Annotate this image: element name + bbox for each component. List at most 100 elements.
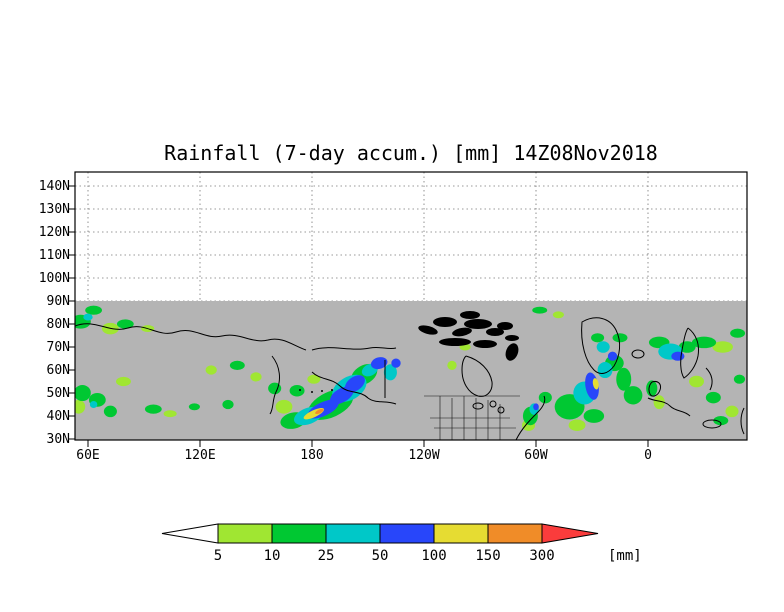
rain-patch-level-10 xyxy=(116,319,134,329)
rain-patch-level-10 xyxy=(532,306,548,314)
rain-patch-level-10 xyxy=(144,404,162,414)
rain-patch-level-25 xyxy=(83,313,93,321)
rain-patch-level-10 xyxy=(591,333,605,343)
rain-patch-level-25 xyxy=(597,361,613,379)
y-tick-label: 50N xyxy=(47,386,70,401)
rain-patch-level-10 xyxy=(85,305,102,315)
rain-patch-level-10 xyxy=(75,384,91,402)
y-tick-label: 70N xyxy=(47,340,70,355)
baffin-island xyxy=(505,343,519,361)
x-tick-label: 0 xyxy=(644,448,652,463)
map-land-ocean-background xyxy=(75,301,747,440)
coastline-alaska-south xyxy=(311,371,397,405)
gridlines-horizontal xyxy=(75,185,747,302)
rain-patch-level-10 xyxy=(268,382,282,395)
colorbar-segment xyxy=(433,523,489,544)
colorbar-level-label: 5 xyxy=(214,548,222,564)
coastline-caspian-edge xyxy=(740,407,745,435)
rain-patch-level-50 xyxy=(533,403,539,411)
aleutian-island-dot xyxy=(331,389,333,391)
rain-patch-level-10 xyxy=(691,336,717,349)
y-tick-marks xyxy=(68,185,75,440)
x-tick-label: 60W xyxy=(524,448,548,463)
rain-patch-level-5 xyxy=(653,395,665,410)
rain-patch-level-150 xyxy=(315,408,324,414)
rain-patch-level-10 xyxy=(188,403,200,411)
chart-title: Rainfall (7-day accum.) [mm] 14Z08Nov201… xyxy=(164,141,658,165)
coastline-alaska-north xyxy=(311,346,397,351)
rain-patch-level-5 xyxy=(307,374,321,384)
arctic-archipelago-island xyxy=(486,328,504,336)
borders-us-states xyxy=(430,396,516,440)
rain-patch-level-5 xyxy=(163,410,177,418)
y-tick-label: 40N xyxy=(47,409,70,424)
y-tick-label: 130N xyxy=(39,202,70,217)
rain-patch-level-5 xyxy=(275,399,293,414)
rain-patch-level-10 xyxy=(616,367,632,391)
y-tick-label: 110N xyxy=(39,248,70,263)
colorbar-segment xyxy=(325,523,381,544)
x-tick-label: 120E xyxy=(184,448,215,463)
colorbar-segment xyxy=(487,523,543,544)
rain-patch-level-50 xyxy=(607,351,618,361)
coastline-iceland xyxy=(631,349,645,359)
aleutian-island-dot xyxy=(299,389,301,391)
rain-patch-level-10 xyxy=(103,405,117,418)
colorbar-level-label: 300 xyxy=(529,548,554,564)
y-tick-label: 80N xyxy=(47,317,70,332)
y-tick-label: 140N xyxy=(39,179,70,194)
plot-border xyxy=(74,171,748,441)
rain-patch-level-25 xyxy=(383,364,397,381)
x-tick-label: 60E xyxy=(76,448,99,463)
coastline-arctic-russia xyxy=(75,323,307,351)
arctic-archipelago-island xyxy=(418,325,438,335)
rain-patch-level-5 xyxy=(250,372,262,382)
rain-patch-level-50 xyxy=(671,351,685,361)
colorbar-level-label: 25 xyxy=(318,548,335,564)
x-tick-label: 180 xyxy=(300,448,323,463)
colorbar-level-label: 150 xyxy=(475,548,500,564)
x-tick-marks xyxy=(87,440,649,447)
rain-patch-level-10 xyxy=(713,416,729,426)
y-tick-label: 100N xyxy=(39,271,70,286)
x-tick-label: 120W xyxy=(408,448,439,463)
rain-patch-level-10 xyxy=(583,409,605,423)
arctic-archipelago-island xyxy=(497,322,513,330)
coastline-us-east xyxy=(515,395,546,440)
rain-patch-level-5 xyxy=(205,365,217,375)
rain-patch-level-5 xyxy=(447,360,457,370)
colorbar-segment xyxy=(271,523,327,544)
y-axis-labels: 140N 130N 120N 110N 100N 90N 80N 70N 60N… xyxy=(39,179,70,447)
rain-patch-level-10 xyxy=(730,328,746,338)
rain-patch-level-10 xyxy=(289,384,305,397)
y-tick-label: 90N xyxy=(47,294,70,309)
rain-patch-level-25 xyxy=(596,341,610,353)
rain-patch-level-50 xyxy=(370,357,388,370)
rain-patch-level-5 xyxy=(689,375,704,388)
map-area xyxy=(75,301,747,440)
rain-patch-level-50 xyxy=(391,358,401,368)
rain-patch-level-100 xyxy=(592,378,599,390)
coastline-kamchatka xyxy=(269,355,280,415)
rain-patch-level-5 xyxy=(725,405,739,418)
coastline-greenland xyxy=(581,317,621,374)
rain-patch-level-5 xyxy=(712,341,733,353)
rain-patch-level-5 xyxy=(116,376,131,387)
colorbar: 5 10 25 50 100 150 300 [mm] xyxy=(161,523,642,564)
colorbar-level-label: 10 xyxy=(264,548,281,564)
rain-patch-level-10 xyxy=(538,391,552,404)
rain-patch-level-50 xyxy=(344,375,365,393)
coastlines-layer xyxy=(75,311,745,440)
colorbar-arrow-below-min xyxy=(161,523,219,544)
arctic-archipelago-island xyxy=(505,335,519,341)
rain-patch-level-5 xyxy=(568,419,586,431)
colorbar-level-label: 50 xyxy=(372,548,389,564)
coastline-uk xyxy=(648,381,661,397)
arctic-archipelago-island xyxy=(460,311,480,319)
rain-patch-level-25 xyxy=(89,401,98,408)
colorbar-level-label: 100 xyxy=(421,548,446,564)
y-tick-label: 120N xyxy=(39,225,70,240)
rain-patch-level-10 xyxy=(612,333,628,343)
colorbar-arrow-above-max xyxy=(541,523,599,544)
coastline-black-sea xyxy=(702,419,722,429)
